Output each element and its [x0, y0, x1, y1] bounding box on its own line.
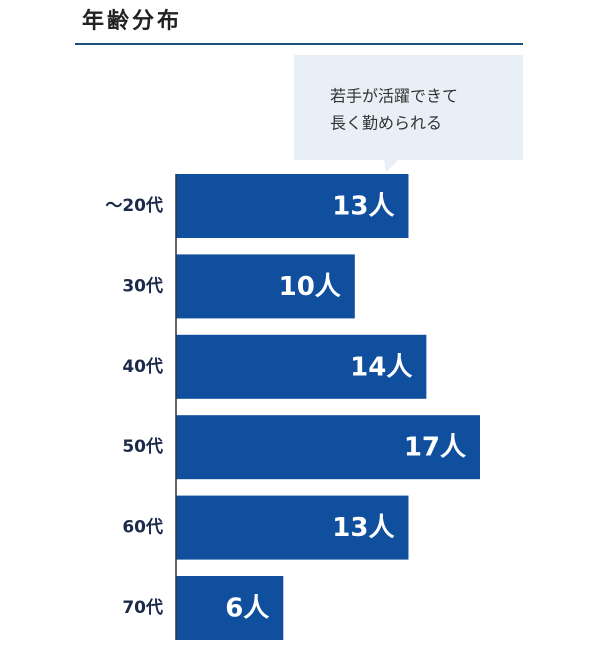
value-label: 13人	[332, 513, 394, 543]
callout-box	[294, 55, 523, 172]
y-tick-label: 50代	[122, 436, 163, 457]
y-tick-label: 70代	[122, 597, 163, 618]
bar	[176, 174, 409, 238]
y-tick-label: 60代	[122, 517, 163, 538]
value-label: 14人	[350, 352, 412, 382]
chart-title: 年齢分布	[82, 8, 182, 34]
callout-line: 長く勤められる	[330, 114, 442, 133]
y-tick-label: ～20代	[105, 195, 163, 216]
value-label: 17人	[404, 433, 466, 463]
y-tick-label: 30代	[122, 275, 163, 296]
value-label: 10人	[279, 272, 341, 302]
bar	[176, 415, 480, 480]
bar	[176, 254, 355, 319]
bar	[176, 576, 284, 640]
value-label: 13人	[332, 192, 394, 222]
callout-line: 若手が活躍できて	[330, 87, 458, 106]
y-tick-label: 40代	[122, 356, 163, 377]
bar	[176, 334, 427, 399]
bar	[176, 495, 409, 560]
value-label: 6人	[225, 594, 269, 624]
